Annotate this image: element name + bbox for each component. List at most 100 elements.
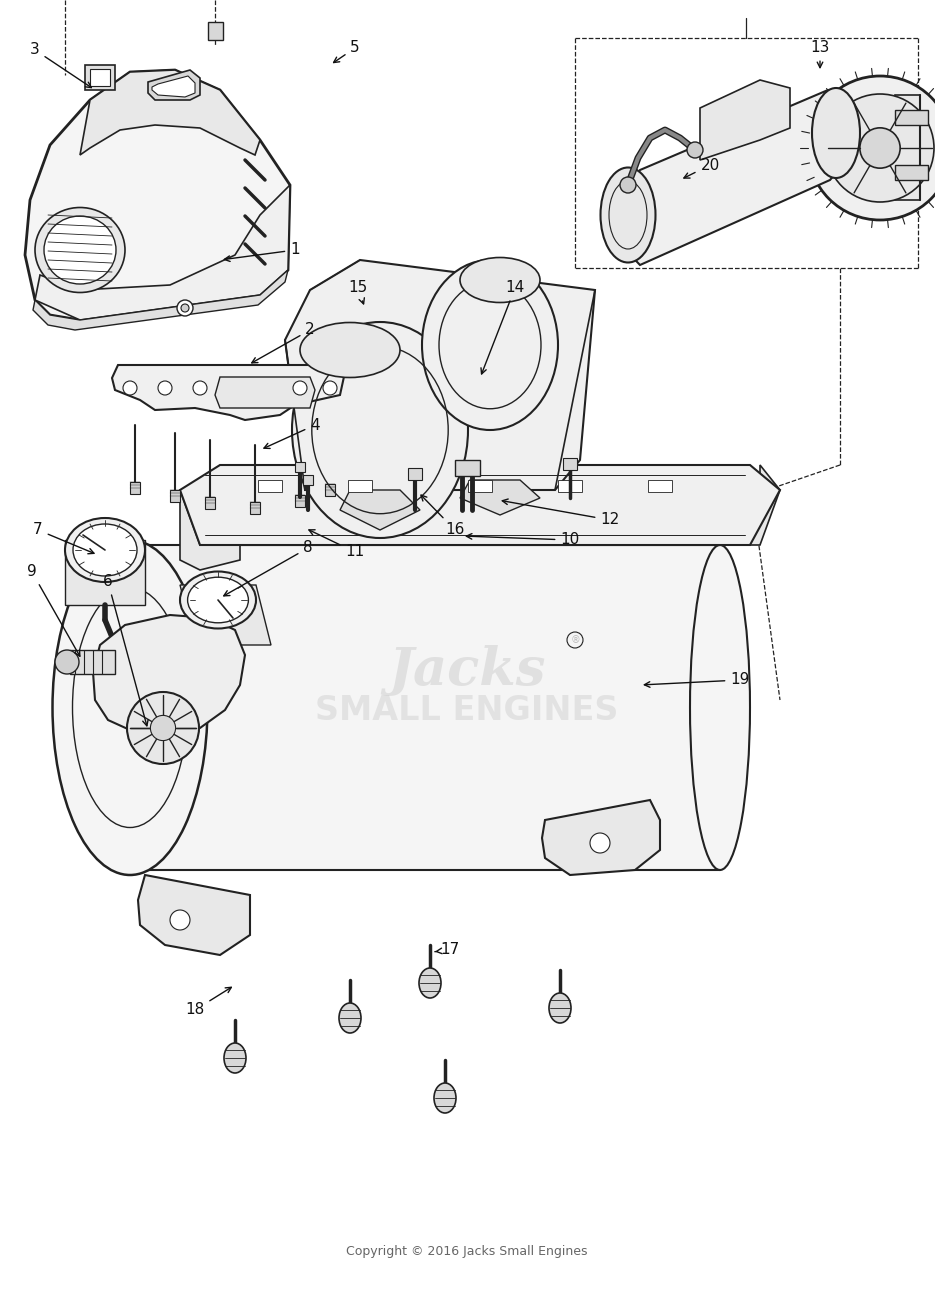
Bar [648, 480, 672, 492]
Bar [455, 460, 480, 476]
Ellipse shape [188, 577, 249, 623]
Bar [325, 483, 335, 496]
Polygon shape [340, 490, 420, 530]
Bar [348, 480, 372, 492]
Bar [250, 502, 260, 515]
Text: ®: ® [570, 635, 580, 645]
Text: 12: 12 [502, 499, 620, 527]
Ellipse shape [419, 968, 441, 998]
Ellipse shape [35, 207, 125, 293]
Ellipse shape [549, 993, 571, 1023]
Ellipse shape [812, 88, 860, 178]
Polygon shape [130, 546, 725, 870]
Circle shape [158, 381, 172, 395]
Text: SMALL ENGINES: SMALL ENGINES [315, 693, 619, 727]
Circle shape [193, 381, 207, 395]
Polygon shape [180, 584, 271, 645]
Polygon shape [180, 465, 780, 546]
Text: 16: 16 [421, 495, 465, 538]
Bar [295, 495, 305, 507]
Circle shape [590, 833, 610, 853]
Ellipse shape [73, 524, 137, 575]
Bar [170, 490, 180, 502]
Bar [558, 480, 582, 492]
Text: 14: 14 [481, 280, 525, 375]
Text: Copyright © 2016 Jacks Small Engines: Copyright © 2016 Jacks Small Engines [346, 1245, 588, 1258]
Text: 13: 13 [811, 40, 829, 67]
Text: 15: 15 [349, 280, 367, 303]
Ellipse shape [690, 546, 750, 870]
Text: 11: 11 [309, 530, 365, 560]
Polygon shape [25, 70, 290, 320]
Circle shape [293, 381, 307, 395]
Text: 1: 1 [224, 242, 300, 262]
Ellipse shape [339, 1003, 361, 1033]
Text: 6: 6 [103, 574, 148, 726]
Polygon shape [65, 540, 145, 605]
Polygon shape [215, 377, 315, 408]
Polygon shape [285, 260, 595, 490]
Ellipse shape [422, 260, 558, 430]
Ellipse shape [151, 715, 176, 740]
Polygon shape [33, 270, 288, 330]
Bar [295, 461, 305, 472]
Text: 5: 5 [334, 40, 360, 62]
Text: 3: 3 [30, 43, 92, 88]
Circle shape [323, 381, 337, 395]
Text: 20: 20 [683, 158, 720, 178]
Bar [85, 65, 115, 89]
Circle shape [177, 299, 193, 316]
Text: 9: 9 [27, 565, 79, 656]
Text: 10: 10 [467, 533, 580, 547]
Polygon shape [720, 465, 780, 546]
Ellipse shape [65, 518, 145, 582]
Circle shape [808, 76, 935, 220]
Bar [258, 480, 282, 492]
Ellipse shape [224, 1043, 246, 1073]
Polygon shape [615, 89, 860, 264]
Ellipse shape [180, 572, 256, 629]
Circle shape [170, 910, 190, 931]
Text: 18: 18 [185, 988, 231, 1017]
Polygon shape [180, 490, 240, 570]
Text: 2: 2 [252, 323, 315, 363]
Polygon shape [148, 70, 200, 100]
Polygon shape [112, 365, 345, 420]
Polygon shape [542, 800, 660, 875]
Circle shape [55, 651, 79, 674]
Polygon shape [895, 165, 928, 180]
Ellipse shape [292, 321, 468, 538]
Polygon shape [895, 110, 928, 124]
Circle shape [826, 95, 934, 202]
Polygon shape [152, 76, 195, 97]
Polygon shape [35, 185, 290, 320]
Bar [303, 476, 313, 485]
Ellipse shape [600, 167, 655, 263]
Bar [563, 457, 577, 470]
Polygon shape [460, 480, 540, 515]
Bar [408, 468, 422, 480]
Circle shape [687, 143, 703, 158]
Bar [205, 496, 215, 509]
Polygon shape [138, 875, 250, 955]
Polygon shape [70, 651, 115, 674]
Text: 4: 4 [264, 417, 320, 448]
Bar [90, 69, 110, 86]
Bar [208, 22, 223, 40]
Text: 17: 17 [435, 942, 460, 958]
Ellipse shape [460, 258, 540, 302]
Polygon shape [80, 70, 260, 156]
Polygon shape [895, 95, 920, 200]
Ellipse shape [44, 216, 116, 284]
Ellipse shape [434, 1083, 456, 1113]
Circle shape [620, 178, 636, 193]
Circle shape [860, 128, 900, 168]
Ellipse shape [127, 692, 199, 765]
Text: Jacks: Jacks [388, 644, 546, 696]
Polygon shape [700, 80, 790, 159]
Ellipse shape [52, 540, 208, 875]
Circle shape [181, 305, 189, 312]
Polygon shape [93, 616, 245, 735]
Bar [130, 482, 140, 494]
Ellipse shape [300, 323, 400, 377]
